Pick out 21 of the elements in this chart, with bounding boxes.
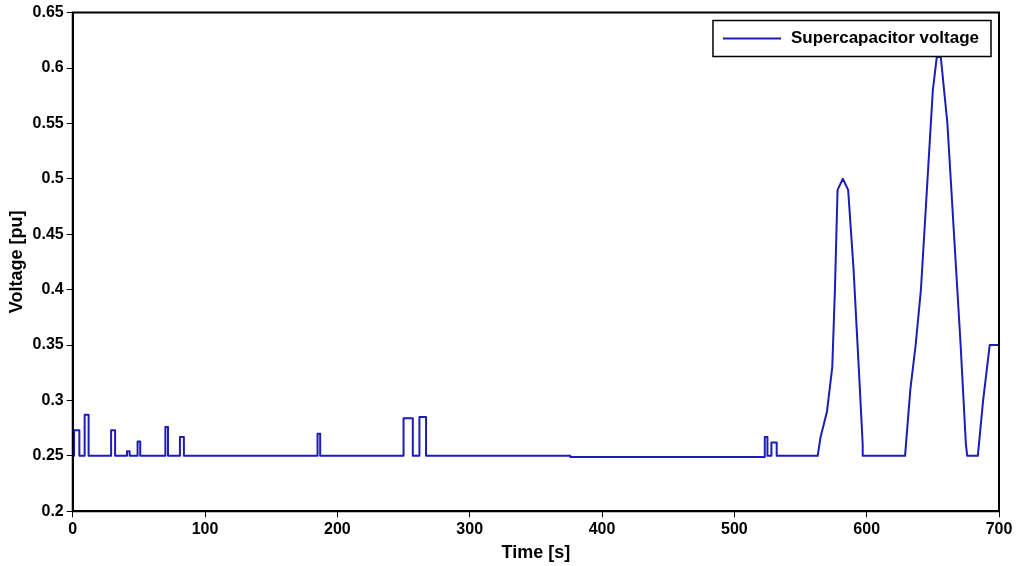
x-tick-label: 200 — [324, 520, 351, 538]
y-tick-label: 0.4 — [41, 280, 64, 298]
x-tick-label: 400 — [588, 520, 616, 538]
y-tick-label: 0.45 — [32, 224, 64, 242]
x-tick-label: 600 — [853, 520, 881, 538]
y-axis-title: Voltage [pu] — [5, 210, 26, 314]
x-tick-label: 500 — [721, 520, 748, 538]
y-tick-label: 0.25 — [32, 446, 64, 464]
x-tick-label: 300 — [456, 520, 484, 538]
y-tick-label: 0.65 — [32, 3, 64, 21]
y-tick-label: 0.3 — [41, 390, 64, 408]
x-tick-label: 100 — [191, 520, 219, 538]
x-tick-label: 700 — [985, 520, 1013, 538]
y-tick-label: 0.5 — [41, 169, 64, 187]
y-tick-label: 0.35 — [32, 335, 64, 353]
y-tick-label: 0.6 — [41, 58, 64, 76]
y-tick-label: 0.55 — [32, 113, 64, 131]
y-tick-label: 0.2 — [41, 501, 64, 519]
x-tick-label: 0 — [68, 520, 78, 538]
x-axis-title: Time [s] — [501, 542, 571, 563]
legend-label: Supercapacitor voltage — [791, 28, 980, 48]
